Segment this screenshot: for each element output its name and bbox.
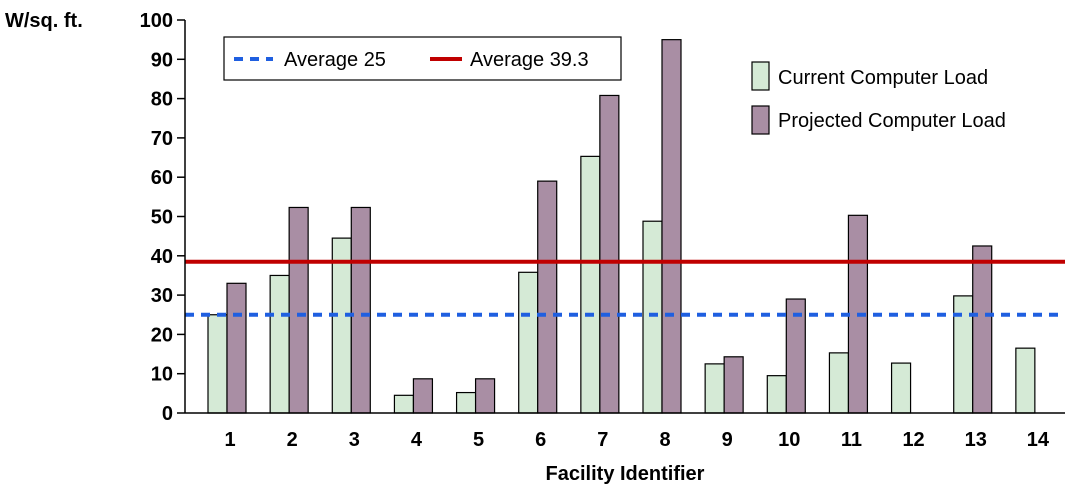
bar-projected-load bbox=[599, 94, 620, 414]
x-tick-label: 2 bbox=[287, 429, 298, 451]
bars-group bbox=[207, 39, 1036, 414]
bar-projected-load bbox=[661, 39, 682, 414]
y-axis-title: W/sq. ft. bbox=[5, 10, 83, 32]
x-tick-label: 9 bbox=[722, 429, 733, 451]
bar-projected-load bbox=[972, 245, 993, 414]
x-axis-title: Facility Identifier bbox=[546, 463, 705, 485]
x-tick-label: 6 bbox=[535, 429, 546, 451]
y-tick-label: 80 bbox=[151, 89, 173, 111]
y-axis: 0 10 20 30 40 50 60 70 80 90 100 bbox=[140, 10, 185, 425]
x-tick-label: 5 bbox=[473, 429, 484, 451]
bar-current-load bbox=[642, 220, 663, 414]
x-tick-label: 8 bbox=[659, 429, 670, 451]
x-tick-label: 13 bbox=[965, 429, 987, 451]
x-tick-label: 14 bbox=[1027, 429, 1050, 451]
x-axis: 1 2 3 4 5 6 7 8 9 10 11 12 13 14 bbox=[224, 429, 1049, 451]
x-tick-label: 4 bbox=[411, 429, 423, 451]
bar-current-load bbox=[393, 394, 415, 414]
legend-average-25-label: Average 25 bbox=[284, 49, 386, 71]
bar-projected-load bbox=[350, 206, 371, 414]
legend-projected-swatch bbox=[751, 105, 770, 135]
bar-current-load bbox=[704, 363, 725, 414]
y-tick-label: 100 bbox=[140, 10, 173, 32]
x-tick-label: 3 bbox=[349, 429, 360, 451]
legend-box bbox=[223, 36, 622, 81]
legend-current-swatch bbox=[751, 61, 770, 91]
legend-reference-lines: Average 25 Average 39.3 bbox=[223, 36, 622, 81]
bar-current-load bbox=[766, 375, 787, 414]
bar-projected-load bbox=[723, 356, 744, 414]
bar-current-load bbox=[828, 352, 850, 414]
bar-current-load bbox=[518, 271, 539, 414]
legend-series: Current Computer Load Projected Computer… bbox=[751, 61, 1006, 135]
bar-current-load bbox=[1015, 347, 1036, 414]
y-tick-label: 0 bbox=[162, 403, 173, 425]
reference-lines bbox=[185, 259, 1065, 317]
y-tick-label: 90 bbox=[151, 49, 173, 71]
bar-current-load bbox=[331, 237, 352, 414]
legend-average-39-label: Average 39.3 bbox=[470, 49, 589, 71]
legend-projected-label: Projected Computer Load bbox=[778, 110, 1006, 132]
x-tick-label: 12 bbox=[902, 429, 924, 451]
bar-current-load bbox=[455, 391, 477, 414]
bar-projected-load bbox=[288, 206, 309, 414]
x-tick-label: 1 bbox=[224, 429, 235, 451]
bar-current-load bbox=[890, 362, 912, 414]
x-tick-label: 7 bbox=[597, 429, 608, 451]
bar-projected-load bbox=[537, 180, 558, 414]
y-tick-label: 20 bbox=[151, 324, 173, 346]
y-tick-label: 10 bbox=[151, 364, 173, 386]
y-tick-label: 70 bbox=[151, 128, 173, 150]
x-tick-label: 10 bbox=[778, 429, 800, 451]
legend-current-label: Current Computer Load bbox=[778, 67, 988, 89]
bar-current-load bbox=[207, 314, 228, 414]
bar-projected-load bbox=[412, 378, 434, 414]
x-tick-label: 11 bbox=[841, 429, 862, 451]
y-tick-label: 30 bbox=[151, 285, 173, 307]
bar-projected-load bbox=[474, 378, 496, 414]
y-tick-label: 60 bbox=[151, 167, 173, 189]
y-tick-label: 50 bbox=[151, 207, 173, 229]
bar-projected-load bbox=[226, 282, 247, 414]
bar-current-load bbox=[269, 274, 290, 414]
y-tick-label: 40 bbox=[151, 246, 173, 268]
bar-current-load bbox=[580, 155, 601, 414]
